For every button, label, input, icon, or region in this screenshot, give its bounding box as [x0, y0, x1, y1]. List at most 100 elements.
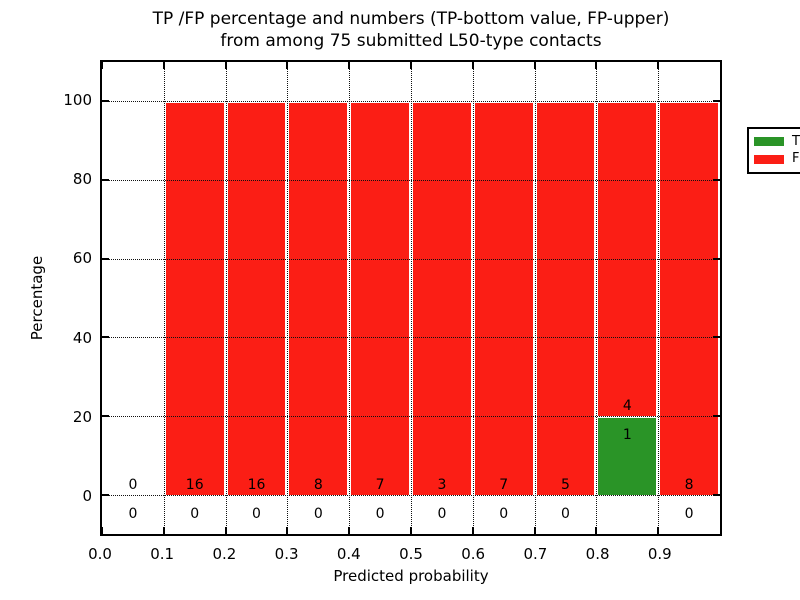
x-tick-mark-top: [410, 62, 412, 69]
y-tick-mark: [102, 493, 109, 496]
fp-count-label: 16: [185, 477, 204, 494]
x-tick-mark: [101, 527, 103, 534]
fp-count-label: 16: [247, 477, 266, 494]
tp-count-label: 0: [684, 506, 694, 523]
v-gridline: [596, 62, 598, 534]
fp-count-label: 8: [684, 477, 694, 494]
x-tick-label: 0.6: [461, 545, 486, 563]
fp-bar-segment: [349, 101, 411, 495]
y-tick-mark-right: [713, 100, 720, 103]
y-tick-mark-right: [713, 179, 720, 181]
x-tick-mark: [595, 527, 598, 534]
plot-area: 0 0 16 0 16 0 8 0 7 0 3 0 7 0 5 0 4 1 8 0 TP FP: [100, 60, 800, 536]
v-gridline: [225, 62, 227, 534]
fp-legend-label: FP: [792, 151, 800, 167]
fp-bar-segment: [163, 101, 226, 495]
fp-bar-segment: [472, 101, 535, 495]
tp-count-label: 0: [128, 506, 138, 523]
v-gridline: [534, 62, 536, 534]
tp-count-label: 0: [190, 506, 200, 523]
chart-title: TP /FP percentage and numbers (TP-bottom…: [100, 8, 722, 52]
legend-item-fp: FP: [754, 152, 800, 166]
tp-legend-label: TP: [792, 133, 800, 149]
x-tick-mark: [286, 527, 289, 534]
y-tick-mark: [102, 179, 109, 181]
tp-legend-swatch: [754, 137, 784, 147]
v-gridline: [411, 62, 412, 534]
x-tick-mark: [224, 527, 227, 534]
x-tick-label: 0.4: [336, 545, 361, 563]
y-axis-label: Percentage: [28, 255, 46, 341]
v-gridline: [658, 62, 660, 534]
v-gridline: [472, 62, 474, 534]
x-tick-mark: [533, 527, 536, 534]
x-tick-label: 0.3: [274, 545, 299, 563]
x-tick-label: 0.8: [585, 545, 610, 563]
x-tick-mark-top: [286, 62, 289, 69]
y-tick-label: 60: [72, 249, 92, 268]
x-tick-label: 0.7: [523, 545, 548, 563]
fp-count-label: 7: [375, 477, 385, 494]
fp-bar-segment: [225, 101, 288, 495]
fp-count-label: 0: [128, 477, 138, 494]
fp-count-label: 4: [622, 398, 632, 414]
y-tick-mark: [102, 336, 109, 339]
v-gridline: [349, 62, 351, 534]
fp-bar-segment: [534, 101, 597, 495]
v-gridline: [287, 62, 289, 534]
fp-count-label: 8: [313, 477, 323, 494]
y-tick-label: 20: [72, 408, 92, 426]
x-tick-mark: [471, 527, 474, 534]
y-tick-mark-right: [713, 415, 720, 417]
tp-count-label: 0: [561, 506, 570, 523]
x-tick-mark: [348, 527, 351, 534]
x-tick-mark-top: [657, 62, 660, 69]
fp-legend-swatch: [754, 154, 784, 164]
fp-bar-segment: [658, 101, 720, 495]
y-tick-mark-right: [713, 336, 720, 339]
y-tick-label: 100: [63, 90, 92, 109]
tp-count-label: 0: [252, 506, 261, 523]
x-tick-mark-top: [595, 62, 598, 69]
x-axis-label: Predicted probability: [333, 567, 489, 585]
legend-item-tp: TP: [754, 133, 800, 149]
x-tick-label: 0.0: [88, 545, 112, 563]
y-tick-mark: [102, 415, 109, 417]
y-tick-label: 80: [72, 170, 92, 188]
plot-inner: 0 0 16 0 16 0 8 0 7 0 3 0 7 0 5 0 4 1 8 0: [101, 62, 720, 534]
fp-count-label: 7: [499, 477, 509, 494]
x-tick-mark: [410, 527, 412, 534]
tp-count-label: 0: [499, 506, 509, 523]
x-tick-label: 0.5: [399, 545, 423, 563]
fp-bar-segment: [287, 101, 350, 495]
x-tick-mark: [657, 527, 660, 534]
y-tick-mark-right: [713, 257, 720, 260]
y-tick-mark: [102, 100, 109, 103]
fp-count-label: 5: [561, 477, 570, 494]
tp-count-label: 0: [313, 506, 323, 523]
x-tick-mark-top: [533, 62, 536, 69]
y-tick-mark-right: [713, 493, 720, 496]
x-tick-label: 0.1: [150, 545, 175, 563]
x-tick-mark-top: [471, 62, 474, 69]
x-tick-mark-top: [224, 62, 227, 69]
tp-count-label: 0: [437, 506, 447, 523]
fp-count-label: 3: [437, 477, 447, 494]
tp-count-label: 1: [622, 427, 632, 443]
chart-title-line2: from among 75 submitted L50-type contact…: [220, 31, 602, 51]
x-tick-label: 0.2: [212, 545, 237, 563]
x-tick-mark: [162, 527, 165, 534]
x-tick-mark-top: [162, 62, 165, 69]
y-tick-label: 40: [72, 328, 92, 347]
tp-count-label: 0: [375, 506, 385, 523]
y-tick-mark: [102, 257, 109, 260]
fp-bar-segment: [411, 101, 473, 495]
x-tick-label: 0.9: [647, 545, 672, 563]
v-gridline: [163, 62, 165, 534]
y-tick-label: 0: [82, 487, 92, 506]
legend: TP FP: [747, 127, 800, 174]
chart-title-line1: TP /FP percentage and numbers (TP-bottom…: [152, 9, 670, 29]
x-tick-mark-top: [348, 62, 351, 69]
x-tick-mark-top: [101, 62, 103, 69]
